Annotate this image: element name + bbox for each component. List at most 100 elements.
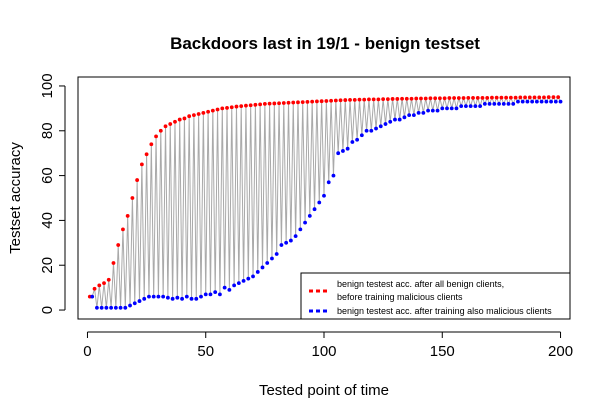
data-point bbox=[194, 296, 199, 301]
legend-label-red-line2: before training malicious clients bbox=[337, 292, 463, 302]
data-point bbox=[130, 196, 135, 200]
data-point bbox=[291, 100, 296, 105]
data-point bbox=[180, 296, 184, 301]
data-point bbox=[296, 100, 300, 105]
legend-label-red-line1: benign testest acc. after all benign cli… bbox=[337, 279, 504, 289]
data-point bbox=[232, 283, 237, 288]
data-point bbox=[312, 207, 317, 212]
data-point bbox=[132, 301, 137, 306]
data-point bbox=[464, 104, 468, 109]
data-point bbox=[341, 149, 345, 153]
data-point bbox=[513, 95, 518, 100]
data-point bbox=[218, 292, 222, 297]
y-tick-label: 80 bbox=[39, 122, 56, 139]
data-point bbox=[239, 104, 244, 109]
data-point bbox=[438, 96, 442, 101]
data-point bbox=[284, 240, 289, 245]
data-point bbox=[487, 101, 492, 106]
data-point bbox=[125, 214, 130, 218]
data-point bbox=[409, 96, 414, 101]
data-point bbox=[523, 95, 527, 100]
data-point bbox=[241, 279, 246, 283]
data-point bbox=[102, 281, 106, 286]
data-point bbox=[456, 96, 461, 100]
data-point bbox=[92, 286, 97, 291]
data-point bbox=[539, 99, 544, 104]
data-point bbox=[258, 102, 263, 107]
data-point bbox=[187, 114, 192, 119]
data-point bbox=[248, 103, 253, 108]
data-point bbox=[109, 305, 114, 310]
data-point bbox=[369, 128, 374, 133]
data-point bbox=[549, 99, 553, 104]
chart-title: Backdoors last in 19/1 - benign testset bbox=[170, 34, 480, 53]
data-point bbox=[492, 101, 497, 106]
data-point bbox=[352, 97, 357, 102]
data-point bbox=[478, 104, 483, 109]
data-point bbox=[222, 285, 227, 290]
data-point bbox=[175, 295, 180, 300]
data-point bbox=[362, 97, 367, 102]
data-point bbox=[210, 108, 215, 113]
data-point bbox=[293, 234, 298, 238]
data-point bbox=[333, 98, 338, 103]
legend-box bbox=[300, 272, 571, 320]
data-point bbox=[499, 95, 504, 100]
x-axis-label: Tested point of time bbox=[259, 382, 389, 399]
data-point bbox=[501, 101, 506, 106]
data-point bbox=[411, 113, 416, 117]
data-point bbox=[121, 227, 125, 232]
data-point bbox=[553, 99, 558, 104]
y-axis: 0 20 40 60 80 100 bbox=[39, 73, 66, 314]
data-point bbox=[139, 162, 144, 167]
data-point bbox=[319, 99, 324, 104]
data-point bbox=[532, 95, 537, 100]
data-point bbox=[118, 305, 123, 310]
data-point bbox=[355, 137, 360, 142]
data-point bbox=[142, 296, 147, 301]
data-point bbox=[459, 104, 464, 109]
data-point bbox=[144, 152, 149, 157]
data-point bbox=[149, 142, 154, 147]
data-point bbox=[265, 261, 270, 265]
data-point bbox=[158, 128, 163, 133]
data-point bbox=[338, 98, 343, 103]
data-point bbox=[407, 113, 412, 117]
data-point bbox=[490, 95, 494, 100]
data-point bbox=[165, 295, 170, 300]
data-point bbox=[177, 117, 182, 122]
y-tick-label: 100 bbox=[39, 73, 56, 98]
y-tick-label: 60 bbox=[39, 167, 56, 184]
data-point bbox=[350, 140, 355, 144]
data-point bbox=[471, 95, 475, 100]
data-point bbox=[225, 106, 229, 110]
data-point bbox=[421, 110, 426, 115]
data-point bbox=[116, 243, 121, 247]
data-point bbox=[393, 117, 397, 122]
data-point bbox=[440, 106, 445, 111]
data-point bbox=[111, 261, 116, 265]
data-point bbox=[286, 100, 291, 105]
data-point bbox=[348, 97, 352, 102]
data-point bbox=[128, 303, 132, 308]
data-point bbox=[516, 99, 520, 104]
data-point bbox=[234, 104, 239, 109]
data-point bbox=[357, 97, 362, 102]
data-point bbox=[475, 95, 480, 100]
data-point bbox=[322, 193, 326, 198]
series-0 bbox=[87, 95, 561, 299]
data-point bbox=[170, 296, 175, 301]
data-point bbox=[168, 122, 173, 126]
data-point bbox=[504, 95, 509, 100]
data-point bbox=[307, 214, 312, 218]
data-point bbox=[97, 283, 102, 288]
data-point bbox=[542, 95, 546, 100]
y-tick-label: 20 bbox=[39, 257, 56, 274]
data-point bbox=[497, 101, 501, 106]
data-point bbox=[494, 95, 499, 100]
data-point bbox=[262, 101, 267, 106]
data-point bbox=[527, 95, 532, 100]
data-point bbox=[288, 238, 293, 243]
data-point bbox=[343, 98, 348, 102]
data-point bbox=[466, 95, 471, 100]
